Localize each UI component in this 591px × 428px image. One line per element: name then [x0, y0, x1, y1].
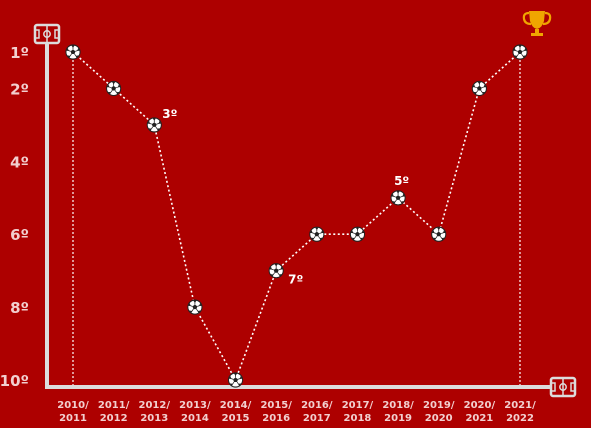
- x-tick-label: 2010/: [57, 400, 89, 411]
- data-label: 7º: [288, 273, 303, 287]
- soccer-ball-icon: [512, 44, 528, 60]
- soccer-ball-icon: [309, 226, 325, 242]
- x-tick-label: 2021: [465, 413, 493, 424]
- x-tick-label: 2012/: [139, 400, 171, 411]
- data-labels: 3º 7º 5º: [162, 107, 409, 287]
- x-tick-label: 2018/: [382, 400, 414, 411]
- soccer-ball-icon: [187, 299, 203, 315]
- soccer-ball-icon: [349, 226, 366, 242]
- soccer-ball-icon: [65, 44, 81, 60]
- x-tick-label: 2021/: [504, 400, 536, 411]
- x-tick-label: 2016: [262, 413, 290, 424]
- y-tick-label: 6º: [10, 226, 29, 244]
- x-tick-label: 2019/: [423, 400, 455, 411]
- x-tick-label: 2020: [425, 413, 453, 424]
- x-tick-label: 2016/: [301, 400, 333, 411]
- y-tick-label: 2º: [10, 80, 29, 98]
- y-axis-ticks: 1º 2º 4º 6º 8º 10º: [0, 44, 29, 390]
- x-tick-label: 2011/: [98, 400, 130, 411]
- x-tick-label: 2011: [59, 413, 87, 424]
- y-tick-label: 8º: [10, 299, 29, 317]
- x-tick-label: 2017/: [342, 400, 374, 411]
- y-tick-label: 1º: [10, 44, 29, 62]
- soccer-ball-icon: [431, 226, 447, 242]
- y-tick-label: 10º: [0, 372, 29, 390]
- reference-lines: [72, 52, 521, 385]
- x-tick-label: 2017: [303, 413, 331, 424]
- x-tick-label: 2013: [140, 413, 168, 424]
- y-tick-label: 4º: [10, 153, 29, 171]
- data-label: 3º: [162, 107, 177, 121]
- x-tick-label: 2012: [100, 413, 128, 424]
- soccer-ball-icon: [146, 117, 162, 133]
- stadium-icon: [549, 376, 577, 398]
- x-tick-label: 2015/: [260, 400, 292, 411]
- data-points: [65, 44, 528, 388]
- series-line-path: [72, 51, 521, 382]
- x-axis-ticks: 2010/2011 2011/2012 2012/2013 2013/2014 2014…: [57, 400, 536, 424]
- axes: [45, 34, 553, 389]
- x-tick-label: 2020/: [464, 400, 496, 411]
- x-tick-label: 2014: [181, 413, 209, 424]
- x-tick-label: 2018: [344, 413, 372, 424]
- series-line: [72, 51, 521, 382]
- soccer-ball-icon: [471, 80, 487, 97]
- data-label: 5º: [394, 174, 409, 188]
- x-tick-label: 2013/: [179, 400, 211, 411]
- x-tick-label: 2015: [222, 413, 250, 424]
- axis-icons: [33, 11, 577, 398]
- soccer-ball-icon: [390, 190, 406, 206]
- soccer-ball-icon: [106, 80, 122, 97]
- soccer-ball-icon: [268, 263, 284, 279]
- x-tick-label: 2019: [384, 413, 412, 424]
- stadium-icon: [33, 23, 61, 45]
- x-tick-label: 2022: [506, 413, 534, 424]
- x-tick-label: 2014/: [220, 400, 252, 411]
- trophy-icon: [522, 11, 552, 36]
- soccer-ball-icon: [227, 372, 244, 388]
